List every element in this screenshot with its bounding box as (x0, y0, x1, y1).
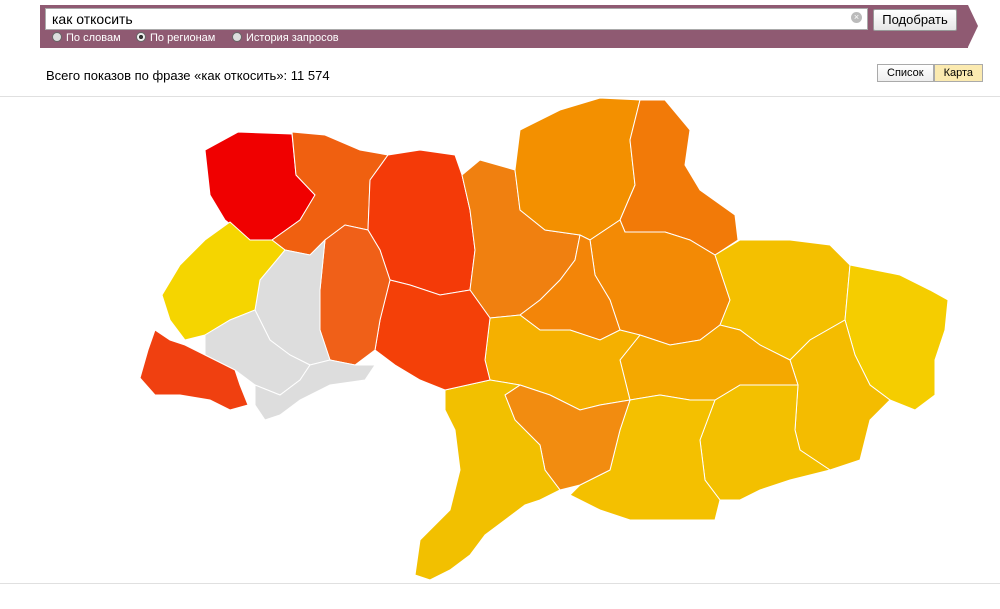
separator (0, 96, 1000, 97)
mode-label: По регионам (150, 32, 216, 44)
search-input[interactable]: как откосить (45, 8, 868, 30)
clear-button[interactable]: × (851, 12, 862, 23)
region[interactable] (254, 359, 376, 421)
mode-radio[interactable]: История запросов (232, 32, 339, 44)
region[interactable] (374, 279, 491, 391)
view-tab[interactable]: Список (877, 64, 934, 82)
search-bar-arrow (968, 5, 978, 47)
mode-label: История запросов (246, 32, 339, 44)
mode-label: По словам (66, 32, 121, 44)
submit-button[interactable]: Подобрать (873, 9, 957, 31)
summary-label: Всего показов по фразе «как откосить»: (46, 68, 288, 83)
region[interactable] (414, 379, 561, 581)
mode-radio[interactable]: По словам (52, 32, 121, 44)
view-tabs: Список Карта (877, 64, 984, 82)
region[interactable] (139, 329, 249, 411)
summary-count: 11 574 (290, 68, 330, 83)
summary: Всего показов по фразе «как откосить»: 1… (46, 68, 330, 83)
view-tab[interactable]: Карта (933, 64, 984, 82)
mode-radio[interactable]: По регионам (136, 32, 215, 44)
separator (0, 583, 1000, 584)
